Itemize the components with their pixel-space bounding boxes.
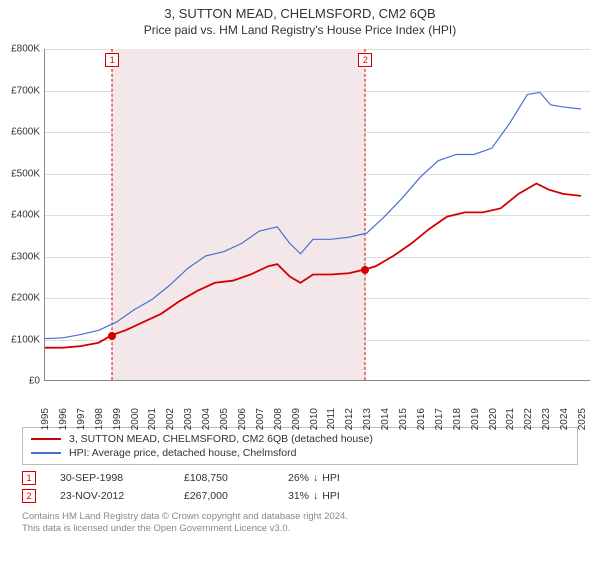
x-tick-label: 1997 bbox=[76, 408, 87, 430]
x-tick-label: 2019 bbox=[470, 408, 481, 430]
sale-dot bbox=[361, 266, 369, 274]
x-tick-label: 1996 bbox=[58, 408, 69, 430]
sale-row: 2 23-NOV-2012 £267,000 31% ↓ HPI bbox=[22, 487, 578, 505]
sale-marker-box: 1 bbox=[105, 53, 119, 67]
x-tick-label: 1998 bbox=[94, 408, 105, 430]
x-tick-label: 2012 bbox=[344, 408, 355, 430]
x-tick-label: 2004 bbox=[201, 408, 212, 430]
legend-label: HPI: Average price, detached house, Chel… bbox=[69, 447, 296, 459]
chart-area: £0 £100K £200K £300K £400K £500K £600K £700K £80… bbox=[0, 41, 600, 421]
sale-delta-vs: HPI bbox=[322, 472, 340, 484]
y-tick-label: £800K bbox=[11, 44, 40, 55]
series-hpi bbox=[45, 92, 581, 338]
series-property bbox=[45, 183, 581, 347]
x-tick-label: 2013 bbox=[362, 408, 373, 430]
x-tick-label: 1999 bbox=[112, 408, 123, 430]
x-axis-labels: 1995199619971998199920002001200220032004… bbox=[44, 381, 590, 421]
arrow-down-icon: ↓ bbox=[313, 472, 318, 484]
y-axis-labels: £0 £100K £200K £300K £400K £500K £600K £700K £80… bbox=[0, 41, 44, 421]
x-tick-label: 2025 bbox=[577, 408, 588, 430]
sale-marker-box: 2 bbox=[358, 53, 372, 67]
x-tick-label: 2011 bbox=[326, 408, 337, 430]
chart-title: 3, SUTTON MEAD, CHELMSFORD, CM2 6QB bbox=[0, 6, 600, 21]
x-tick-label: 2022 bbox=[523, 408, 534, 430]
x-tick-label: 2000 bbox=[130, 408, 141, 430]
line-layer bbox=[45, 49, 590, 380]
y-tick-label: £0 bbox=[29, 376, 40, 387]
legend-row: 3, SUTTON MEAD, CHELMSFORD, CM2 6QB (det… bbox=[31, 432, 569, 446]
plot-region: 12 bbox=[44, 49, 590, 381]
sale-delta-vs: HPI bbox=[322, 490, 340, 502]
x-tick-label: 2002 bbox=[165, 408, 176, 430]
x-tick-label: 2024 bbox=[559, 408, 570, 430]
y-tick-label: £700K bbox=[11, 85, 40, 96]
sale-delta: 31% ↓ HPI bbox=[288, 490, 408, 502]
legend-swatch bbox=[31, 452, 61, 454]
x-tick-label: 2010 bbox=[309, 408, 320, 430]
footer-line-2: This data is licensed under the Open Gov… bbox=[22, 523, 578, 535]
legend-box: 3, SUTTON MEAD, CHELMSFORD, CM2 6QB (det… bbox=[22, 427, 578, 465]
y-tick-label: £600K bbox=[11, 127, 40, 138]
x-tick-label: 2009 bbox=[291, 408, 302, 430]
footer-line-1: Contains HM Land Registry data © Crown c… bbox=[22, 511, 578, 523]
x-tick-label: 2021 bbox=[505, 408, 516, 430]
x-tick-label: 2006 bbox=[237, 408, 248, 430]
footer-attribution: Contains HM Land Registry data © Crown c… bbox=[22, 511, 578, 536]
x-tick-label: 2003 bbox=[183, 408, 194, 430]
x-tick-label: 2005 bbox=[219, 408, 230, 430]
y-tick-label: £200K bbox=[11, 293, 40, 304]
x-tick-label: 2001 bbox=[147, 408, 158, 430]
x-tick-label: 2023 bbox=[541, 408, 552, 430]
sales-table: 1 30-SEP-1998 £108,750 26% ↓ HPI 2 23-NOV-2012 £… bbox=[22, 469, 578, 505]
sale-price: £267,000 bbox=[184, 490, 264, 502]
y-tick-label: £400K bbox=[11, 210, 40, 221]
x-tick-label: 2018 bbox=[452, 408, 463, 430]
sale-delta-pct: 26% bbox=[288, 472, 309, 484]
sale-row-marker: 1 bbox=[22, 471, 36, 485]
y-tick-label: £300K bbox=[11, 251, 40, 262]
sale-row: 1 30-SEP-1998 £108,750 26% ↓ HPI bbox=[22, 469, 578, 487]
sale-row-marker: 2 bbox=[22, 489, 36, 503]
y-tick-label: £500K bbox=[11, 168, 40, 179]
x-tick-label: 2008 bbox=[273, 408, 284, 430]
sale-delta-pct: 31% bbox=[288, 490, 309, 502]
x-tick-label: 2020 bbox=[488, 408, 499, 430]
sale-date: 23-NOV-2012 bbox=[60, 490, 160, 502]
legend-label: 3, SUTTON MEAD, CHELMSFORD, CM2 6QB (det… bbox=[69, 433, 373, 445]
sale-dot bbox=[108, 332, 116, 340]
chart-subtitle: Price paid vs. HM Land Registry's House … bbox=[0, 23, 600, 37]
sale-date: 30-SEP-1998 bbox=[60, 472, 160, 484]
y-tick-label: £100K bbox=[11, 334, 40, 345]
legend-row: HPI: Average price, detached house, Chel… bbox=[31, 446, 569, 460]
sale-delta: 26% ↓ HPI bbox=[288, 472, 408, 484]
x-tick-label: 2016 bbox=[416, 408, 427, 430]
x-tick-label: 2007 bbox=[255, 408, 266, 430]
x-tick-label: 2015 bbox=[398, 408, 409, 430]
x-tick-label: 1995 bbox=[40, 408, 51, 430]
legend-swatch bbox=[31, 438, 61, 440]
arrow-down-icon: ↓ bbox=[313, 490, 318, 502]
x-tick-label: 2017 bbox=[434, 408, 445, 430]
sale-price: £108,750 bbox=[184, 472, 264, 484]
x-tick-label: 2014 bbox=[380, 408, 391, 430]
